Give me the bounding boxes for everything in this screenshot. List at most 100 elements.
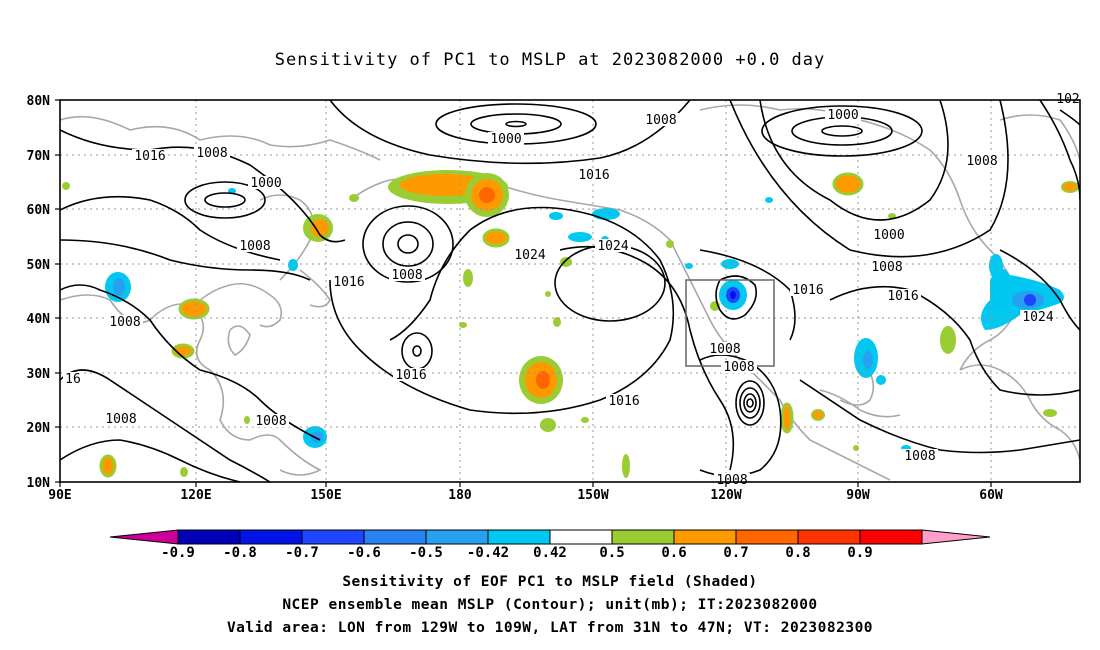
contour-label: 1016 <box>887 289 918 304</box>
positive-sensitivity-blob-2 <box>303 214 333 242</box>
positive-sensitivity-blob-4 <box>519 356 563 404</box>
contour-label-bg <box>790 283 826 296</box>
colorbar-low-arrow <box>109 529 179 545</box>
colorbar <box>109 529 991 545</box>
positive-sensitivity-blob-8 <box>99 454 117 478</box>
contour-label: 1008 <box>109 315 140 330</box>
contour-label-bg <box>606 394 642 407</box>
lon-label: 180 <box>448 488 472 503</box>
axis-ticks <box>55 99 992 487</box>
contour-label: 1008 <box>391 268 422 283</box>
negative-sensitivity-blob-4 <box>854 338 878 378</box>
negative-sensitivity-blob-1 <box>981 254 1064 330</box>
contour-label: 1016 <box>608 394 639 409</box>
contour-label: 1008 <box>723 360 754 375</box>
colorbar-label: -0.5 <box>409 545 443 561</box>
colorbar-segment <box>301 529 365 545</box>
small-positive-blobs <box>62 182 1057 478</box>
contour-label-bg <box>576 168 612 181</box>
contour-label: 16 <box>65 372 81 387</box>
contour-label: 1000 <box>827 108 858 123</box>
contour-label: 1024 <box>514 248 545 263</box>
lat-label: 70N <box>27 149 51 164</box>
colorbar-label: 0.42 <box>533 545 567 561</box>
contour-label-bg <box>107 315 143 328</box>
positive-sensitivity-blob-10 <box>811 409 825 421</box>
contour-label-bg <box>871 228 907 241</box>
contour-label: 1016 <box>792 283 823 298</box>
sensitivity-shading <box>62 170 1079 478</box>
contour-label: 1008 <box>904 449 935 464</box>
contour-label-bg <box>707 342 743 355</box>
map-title: Sensitivity of PC1 to MSLP at 2023082000… <box>274 50 826 70</box>
contour-label-bg <box>512 248 548 261</box>
map-frame <box>59 99 1081 483</box>
lon-label: 90W <box>846 488 870 503</box>
contour-label: 1024 <box>597 239 628 254</box>
lon-label: 90E <box>48 488 71 503</box>
contour-label-bg <box>132 149 168 162</box>
colorbar-label: -0.6 <box>347 545 381 561</box>
colorbar-segment <box>239 529 303 545</box>
colorbar-segment <box>735 529 799 545</box>
contour-label-bg <box>253 414 289 427</box>
contour-label-bg <box>488 132 524 145</box>
caption-line-3: Valid area: LON from 129W to 109W, LAT f… <box>226 620 874 636</box>
contour-label-bg <box>103 412 139 425</box>
contour-label: 1008 <box>709 342 740 357</box>
colorbar-label: 0.7 <box>723 545 748 561</box>
contour-label: 1016 <box>134 149 165 164</box>
colorbar-label: 0.6 <box>661 545 686 561</box>
contour-label-bg <box>885 289 921 302</box>
colorbar-label: 0.8 <box>785 545 810 561</box>
lat-label: 50N <box>27 258 51 273</box>
colorbar-label: -0.7 <box>285 545 319 561</box>
latitude-labels: 80N 70N 60N 50N 40N 30N 20N 10N <box>27 94 51 491</box>
contour-label: 1000 <box>490 132 521 147</box>
lat-label: 20N <box>27 421 51 436</box>
contour-label-bg <box>902 449 938 462</box>
contour-label-bg <box>964 154 1000 167</box>
colorbar-segment <box>673 529 737 545</box>
contour-label-bg <box>331 275 367 288</box>
contour-label-layer: 1000 1000 1000 1000 1008 1008 1008 1008 1008 1008… <box>63 92 1082 488</box>
positive-sensitivity-blob-1 <box>388 170 509 217</box>
caption-line-2: NCEP ensemble mean MSLP (Contour); unit(… <box>282 597 818 613</box>
positive-sensitivity-blob-11 <box>1061 181 1079 193</box>
colorbar-segment <box>425 529 489 545</box>
contour-label: 1008 <box>105 412 136 427</box>
contour-label-bg <box>237 239 273 252</box>
contour-label-bg <box>248 176 284 189</box>
positive-sensitivity-blob-5 <box>178 298 210 320</box>
contour-label-bg <box>825 108 861 121</box>
contour-label-bg <box>194 146 230 159</box>
contour-label: 1016 <box>395 368 426 383</box>
longitude-labels: 90E 120E 150E 180 150W 120W 90W 60W <box>48 488 1003 503</box>
colorbar-label: 0.5 <box>599 545 624 561</box>
contour-label-bg <box>1054 92 1082 105</box>
contour-label: 1008 <box>716 473 747 488</box>
positive-sensitivity-blob-9 <box>780 402 794 434</box>
contour-label-bg <box>389 268 425 281</box>
colorbar-segment <box>611 529 675 545</box>
caption-line-1: Sensitivity of EOF PC1 to MSLP field (Sh… <box>342 574 758 590</box>
lat-label: 80N <box>27 94 51 109</box>
colorbar-label: -0.8 <box>223 545 257 561</box>
contour-label: 1024 <box>1022 310 1053 325</box>
lon-label: 150E <box>310 488 341 503</box>
colorbar-labels: -0.9 -0.8 -0.7 -0.6 -0.5 -0.42 0.42 0.5 0.6 0.7 0.… <box>161 545 873 561</box>
lat-label: 60N <box>27 203 51 218</box>
colorbar-segment <box>859 529 923 545</box>
lon-label: 60W <box>979 488 1003 503</box>
contour-label-bg <box>721 360 757 373</box>
contour-label: 1008 <box>255 414 286 429</box>
mslp-contours <box>60 100 1080 482</box>
colorbar-label: 0.9 <box>847 545 872 561</box>
contour-label: 1008 <box>196 146 227 161</box>
contour-label-bg <box>393 368 429 381</box>
positive-sensitivity-blob-7 <box>832 172 864 196</box>
lat-label: 10N <box>27 476 51 491</box>
contour-label-bg <box>595 239 631 252</box>
contour-label: 1016 <box>578 168 609 183</box>
